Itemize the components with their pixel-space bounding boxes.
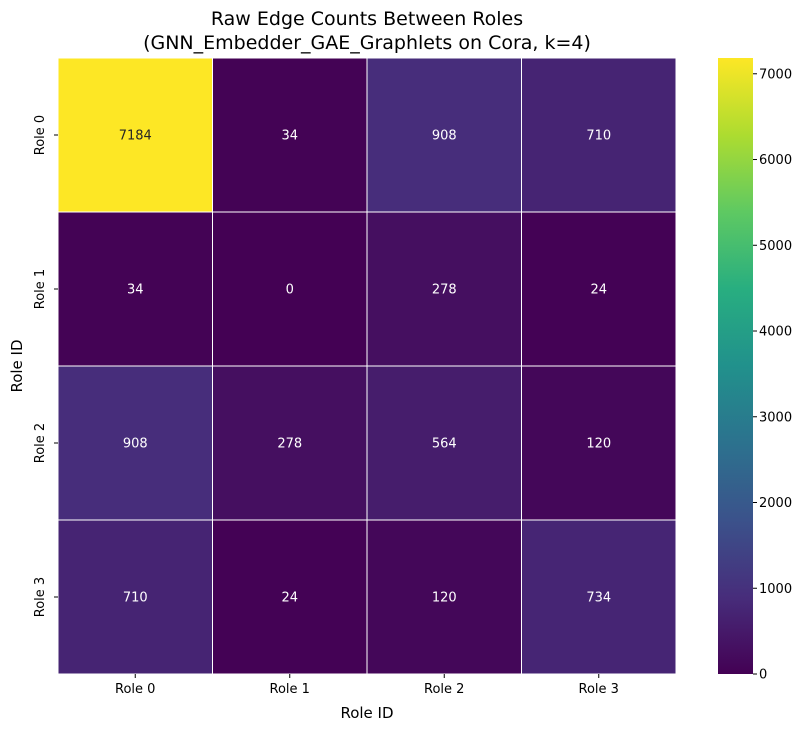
colorbar-tick-label: 6000 bbox=[759, 153, 792, 168]
cell-value-label: 734 bbox=[586, 591, 611, 606]
heatmap-cell bbox=[212, 57, 368, 213]
heatmap-cell bbox=[57, 57, 213, 213]
y-tick-label: Role 0 bbox=[33, 115, 48, 155]
cell-value-label: 34 bbox=[281, 129, 298, 144]
colorbar-tick-label: 7000 bbox=[759, 67, 792, 82]
heatmap-cell bbox=[521, 365, 677, 521]
colorbar-tick-label: 3000 bbox=[759, 410, 792, 425]
cell-value-label: 710 bbox=[586, 129, 611, 144]
cell-value-label: 0 bbox=[286, 283, 294, 298]
heatmap-cell bbox=[366, 519, 522, 675]
cell-value-label: 120 bbox=[586, 437, 611, 452]
x-tick-label: Role 0 bbox=[115, 682, 155, 697]
x-tick-labels: Role 0 Role 1 Role 2 Role 3 bbox=[115, 674, 619, 697]
heatmap-cell bbox=[366, 57, 522, 213]
x-tick-label: Role 1 bbox=[270, 682, 310, 697]
colorbar-tick-label: 1000 bbox=[759, 582, 792, 597]
y-tick-label: Role 2 bbox=[33, 423, 48, 463]
heatmap-cell bbox=[366, 211, 522, 367]
cell-value-label: 120 bbox=[432, 591, 457, 606]
colorbar-tick-label: 2000 bbox=[759, 496, 792, 511]
x-axis-label: Role ID bbox=[340, 704, 393, 722]
heatmap-cell bbox=[521, 211, 677, 367]
cell-value-label: 7184 bbox=[119, 129, 152, 144]
colorbar-tick-label: 0 bbox=[759, 668, 767, 683]
colorbar-tick-label: 5000 bbox=[759, 239, 792, 254]
cell-value-label: 34 bbox=[127, 283, 144, 298]
cell-value-label: 908 bbox=[123, 437, 148, 452]
colorbar bbox=[718, 58, 753, 674]
heatmap-cell bbox=[212, 519, 368, 675]
heatmap-cell bbox=[57, 211, 213, 367]
heatmap-cells: 7184 34 908 710 34 0 278 24 908 278 564 120 710 24 120… bbox=[57, 57, 677, 675]
cell-value-label: 278 bbox=[432, 283, 457, 298]
y-tick-label: Role 1 bbox=[33, 269, 48, 309]
cell-value-label: 908 bbox=[432, 129, 457, 144]
y-axis-label: Role ID bbox=[8, 339, 26, 392]
chart-title-line-2: (GNN_Embedder_GAE_Graphlets on Cora, k=4… bbox=[143, 32, 591, 54]
colorbar-tick-label: 4000 bbox=[759, 325, 792, 340]
colorbar-ticks: 0 1000 2000 3000 4000 5000 6000 7000 bbox=[753, 67, 792, 683]
cell-value-label: 710 bbox=[123, 591, 148, 606]
y-tick-label: Role 3 bbox=[33, 577, 48, 617]
x-tick-label: Role 3 bbox=[579, 682, 619, 697]
heatmap-cell bbox=[57, 519, 213, 675]
cell-value-label: 564 bbox=[432, 437, 457, 452]
heatmap-cell bbox=[212, 211, 368, 367]
chart-title-line-1: Raw Edge Counts Between Roles bbox=[211, 8, 523, 30]
heatmap-cell bbox=[521, 519, 677, 675]
cell-value-label: 24 bbox=[281, 591, 298, 606]
heatmap-cell bbox=[521, 57, 677, 213]
heatmap-cell bbox=[212, 365, 368, 521]
cell-value-label: 278 bbox=[277, 437, 302, 452]
x-tick-label: Role 2 bbox=[424, 682, 464, 697]
cell-value-label: 24 bbox=[590, 283, 607, 298]
y-tick-labels: Role 0 Role 1 Role 2 Role 3 bbox=[33, 115, 58, 617]
